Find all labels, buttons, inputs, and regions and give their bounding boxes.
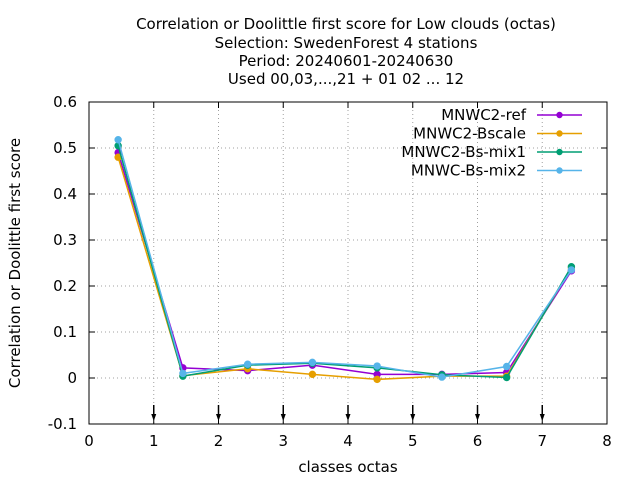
y-tick-label: 0.6 <box>53 93 77 111</box>
series-line <box>117 145 573 379</box>
title-line-1: Correlation or Doolittle first score for… <box>136 15 556 33</box>
title-line-3: Period: 20240601-20240630 <box>239 52 454 70</box>
y-tick-label: 0.4 <box>53 185 77 203</box>
data-point <box>308 370 317 379</box>
y-tick-label: 0.1 <box>53 323 77 341</box>
arrow-marker-head <box>345 414 351 421</box>
legend-marker <box>556 148 563 156</box>
series-MNWC2-ref <box>114 148 576 379</box>
y-tick-label: -0.1 <box>48 415 77 433</box>
x-tick-label: 7 <box>537 432 547 450</box>
x-axis-label: classes octas <box>298 458 398 476</box>
legend-marker <box>556 111 563 119</box>
arrow-markers <box>151 405 545 421</box>
x-tick-label: 6 <box>473 432 483 450</box>
x-tick-label: 3 <box>278 432 288 450</box>
legend-marker <box>556 167 563 174</box>
data-point <box>308 358 317 367</box>
y-tick-label: 0 <box>67 369 77 387</box>
x-tick-label: 8 <box>602 432 612 450</box>
y-axis-label: Correlation or Doolittle first score <box>6 138 24 388</box>
axis-ticks: 0 1 2 3 4 5 6 7 8 -0.1 0 0.1 0.2 0.3 0.4 0.5 0.6 <box>48 93 612 450</box>
arrow-marker-head <box>216 414 221 421</box>
arrow-marker-head <box>151 414 157 421</box>
series-layer <box>114 136 576 384</box>
y-tick-label: 0.3 <box>53 231 77 249</box>
series-line <box>117 152 573 376</box>
arrow-marker-head <box>280 414 286 421</box>
arrow-marker-head <box>539 414 545 421</box>
arrow-marker-head <box>475 414 480 421</box>
title-line-4: Used 00,03,...,21 + 01 02 ... 12 <box>228 70 464 88</box>
data-point <box>114 136 122 144</box>
chart-title: Correlation or Doolittle first score for… <box>136 15 556 88</box>
y-tick-label: 0.2 <box>53 277 77 295</box>
series-line <box>117 156 573 381</box>
arrow-marker-head <box>410 414 416 421</box>
legend-marker <box>556 130 563 137</box>
series-line <box>117 139 573 378</box>
x-tick-label: 0 <box>84 432 94 450</box>
series-MNWC2-Bscale <box>114 153 576 384</box>
data-point <box>179 369 187 378</box>
series-MNWC-Bs-mix2 <box>114 136 576 381</box>
x-tick-label: 5 <box>408 432 418 450</box>
legend: MNWC2-refMNWC2-BscaleMNWC2-Bs-mix1MNWC-B… <box>401 106 582 180</box>
legend-label: MNWC2-Bscale <box>413 125 526 143</box>
data-point <box>567 266 576 274</box>
x-tick-label: 1 <box>149 432 159 450</box>
y-tick-label: 0.5 <box>53 139 77 157</box>
grid <box>89 102 607 424</box>
data-point <box>243 360 252 368</box>
data-point <box>502 362 511 371</box>
legend-label: MNWC2-Bs-mix1 <box>401 143 526 161</box>
data-point <box>373 375 381 384</box>
legend-label: MNWC2-ref <box>441 106 526 124</box>
data-point <box>373 362 381 370</box>
data-point <box>502 373 511 382</box>
title-line-2: Selection: SwedenForest 4 stations <box>215 34 478 52</box>
data-point <box>438 373 446 381</box>
x-tick-label: 2 <box>214 432 224 450</box>
legend-label: MNWC-Bs-mix2 <box>411 162 526 180</box>
x-tick-label: 4 <box>343 432 353 450</box>
